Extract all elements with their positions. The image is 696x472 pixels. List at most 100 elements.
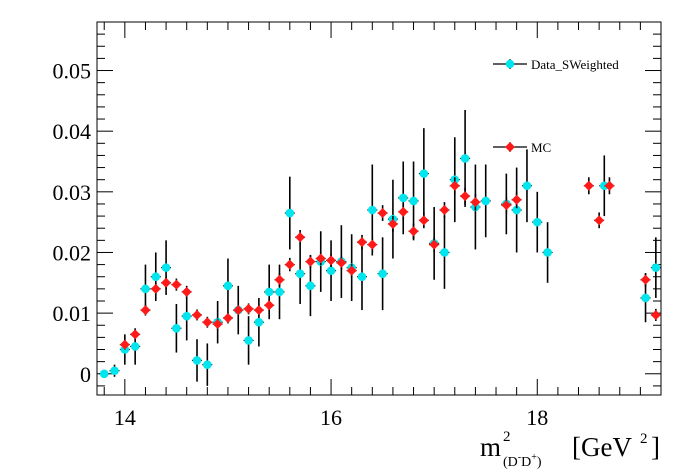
y-tick-label-5: 0.05 [53,59,92,84]
mc-point [398,206,409,217]
mc-point [274,274,285,285]
data-point [275,287,284,297]
data-point [409,196,418,206]
data-point [522,181,532,191]
data-point [306,281,315,291]
x-title-sub: (D-D+) [503,452,542,470]
data-point [182,311,192,321]
mc-point [295,232,306,243]
mc-point [305,256,316,267]
data-point [651,263,661,272]
mc-point [604,180,615,191]
mc-point [181,286,192,297]
plot-area [99,109,661,386]
x-tick-label-2: 18 [526,405,548,430]
data-point [512,205,521,215]
x-title-unit: [GeV [572,432,632,462]
y-tick-label-3: 0.03 [53,180,92,205]
data-point [141,284,150,294]
mc-point [429,239,440,250]
mc-point [439,205,450,216]
legend: Data_SWeighted MC [493,57,619,155]
mc-point [377,208,388,219]
data-point [398,193,408,203]
mc-point [501,200,512,211]
data-point [99,369,109,379]
x-title-m-sup: 2 [503,429,511,445]
data-point [419,169,429,178]
data-point [244,336,253,345]
data-point [192,356,202,365]
mc-point [315,253,326,264]
mc-point [594,215,605,226]
mc-point [202,317,213,328]
mc-point [460,191,471,202]
data-point [110,366,119,376]
x-axis: 14 16 18 [114,22,548,430]
mc-point [640,274,651,285]
mc-point [192,309,203,320]
data-point [599,181,609,191]
data-point [254,317,264,327]
mc-point [650,309,661,320]
y-tick-label-2: 0.02 [53,240,92,265]
legend-data-marker [505,59,515,69]
data-point [543,248,552,257]
x-tick-label-0: 14 [114,405,136,430]
mc-point [336,257,347,268]
x-minor-ticks [103,22,662,395]
mc-point [150,283,161,294]
x-title-unit-sup: 2 [640,431,648,447]
mc-point [367,239,378,250]
data-point [460,154,470,163]
mc-point [470,197,481,208]
mc-point [346,265,357,276]
data-point [285,208,295,218]
y-axis: 0 0.01 0.02 0.03 0.04 0.05 [53,59,661,387]
mc-point [356,237,367,248]
x-title-m: m [480,432,501,462]
mc-point [511,194,522,205]
y-tick-label-4: 0.04 [53,119,92,144]
mc-point [243,303,254,314]
data-point [532,217,542,227]
data-point [151,272,161,282]
mc-point [171,279,182,290]
legend-data-label: Data_SWeighted [531,57,619,72]
mc-point [119,339,130,350]
mc-point [212,319,223,330]
mc-point [253,305,264,316]
x-title-sub-mid: D [521,455,531,470]
data-point [223,281,233,291]
mc-point [418,215,429,226]
series-mc [119,177,661,350]
data-point [357,272,367,282]
mc-point [140,305,151,316]
mc-point [326,255,337,266]
data-point [172,323,181,333]
x-axis-title: m 2 (D-D+) [GeV 2 ] [480,429,660,470]
data-point [440,248,449,257]
y-tick-label-1: 0.01 [53,301,92,326]
y-tick-label-0: 0 [80,362,91,387]
y-minor-ticks [97,33,661,387]
data-point [295,269,305,278]
data-point [326,266,336,275]
mc-point [583,180,594,191]
data-point [130,342,140,351]
mc-point [130,329,141,340]
mc-point [264,300,275,311]
x-title-sub-sup1: - [518,452,521,463]
mc-point [161,277,172,288]
data-point [641,293,650,303]
mc-point [387,218,398,229]
x-title-sub-sup2: + [531,452,537,463]
data-point [367,205,377,215]
legend-entry-data: Data_SWeighted [493,57,619,72]
data-point [378,269,387,278]
x-title-sub-open: (D [503,455,518,470]
legend-entry-mc: MC [493,140,551,155]
mc-point [284,259,295,270]
